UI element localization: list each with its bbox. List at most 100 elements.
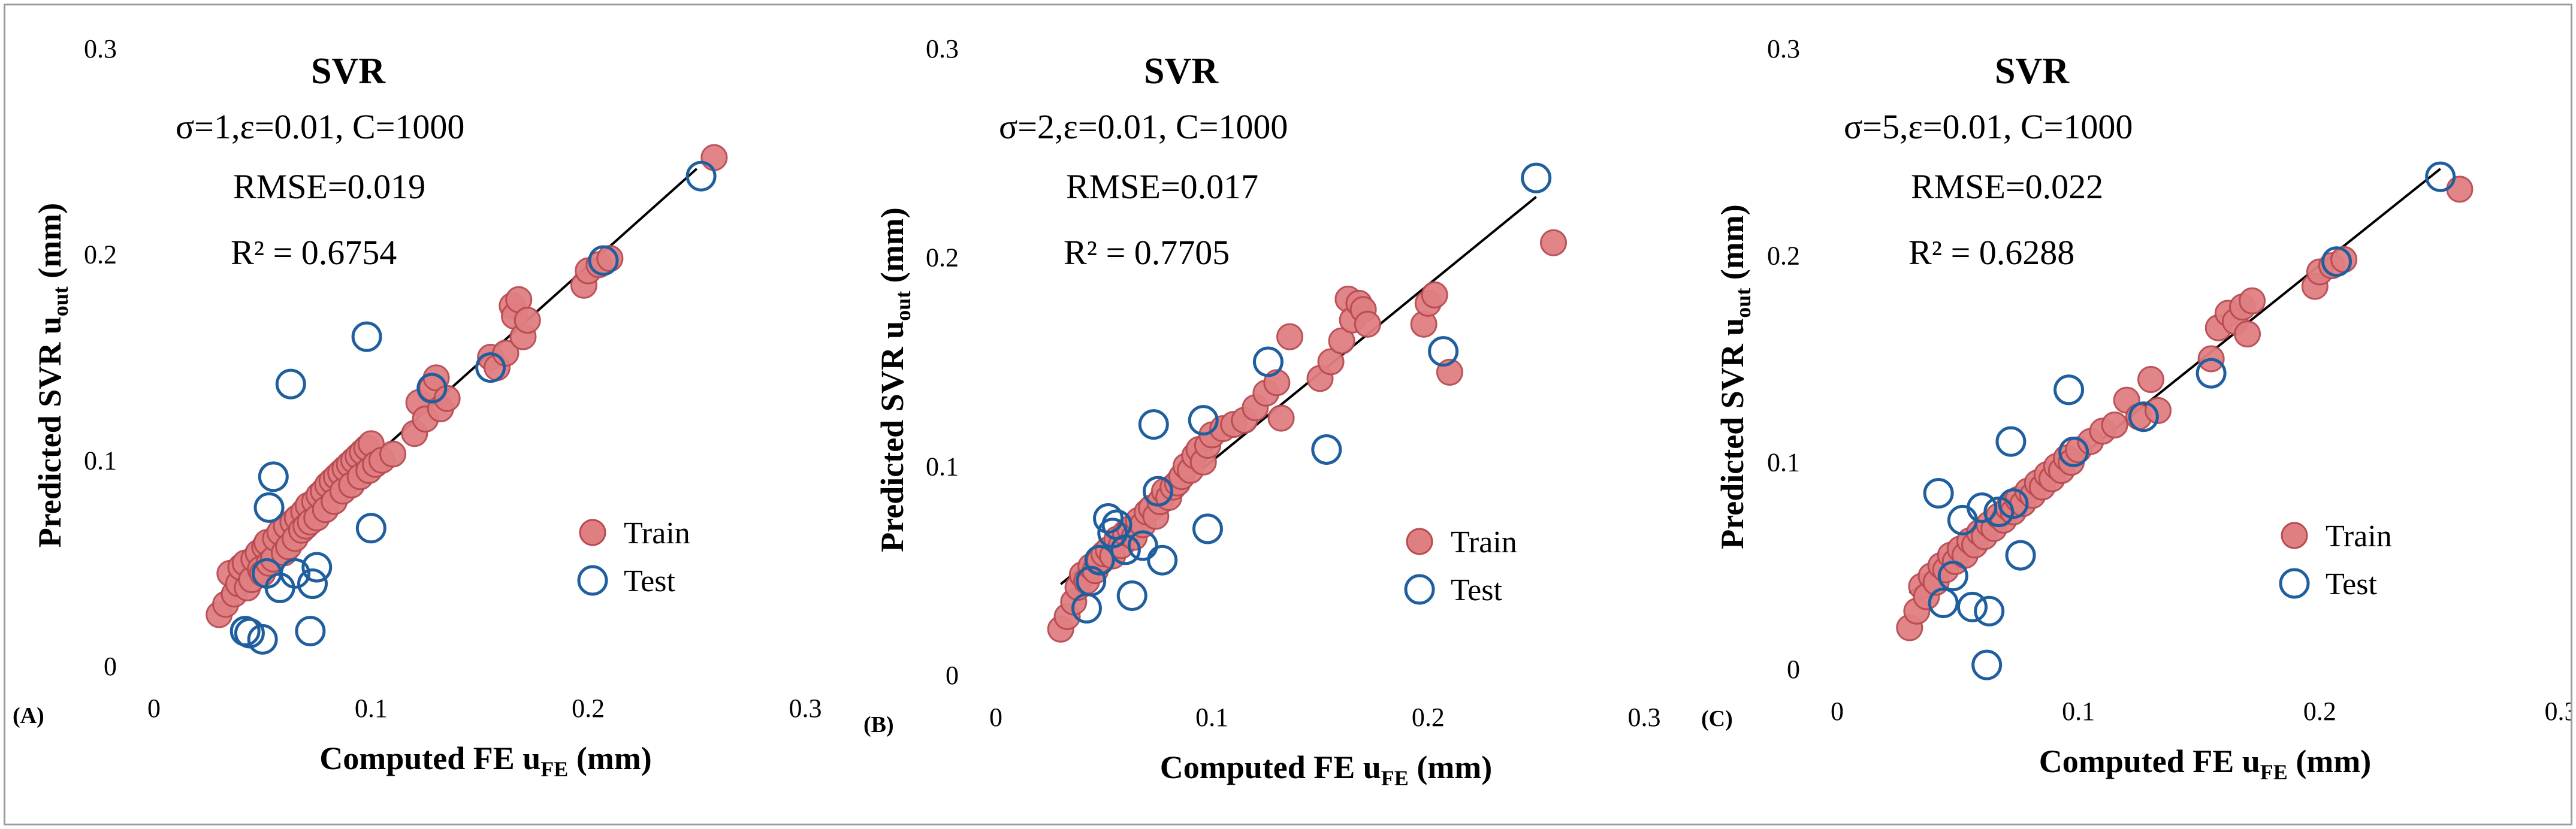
legend-train-label: Train (2326, 519, 2392, 553)
test-point (1998, 488, 2029, 519)
y-axis-label-main: Predicted SVR u (32, 316, 68, 547)
annotation-params: σ=1,ε=0.01, C=1000 (176, 107, 464, 146)
test-point (2058, 436, 2089, 467)
test-point (1521, 162, 1552, 193)
test-point (1143, 476, 1173, 507)
legend-test-label: Test (624, 564, 675, 598)
test-point (1147, 544, 1178, 576)
legend-test-marker (1404, 574, 1435, 605)
panel-label: (C) (1701, 706, 1733, 731)
test-point (1928, 587, 1959, 618)
test-point (416, 373, 448, 404)
train-point (1317, 348, 1345, 376)
test-point (1110, 534, 1141, 565)
test-point (2053, 374, 2085, 406)
train-point (1276, 323, 1304, 350)
train-point (514, 307, 541, 334)
y-axis-label: Predicted SVR uout (mm) (1714, 204, 1755, 549)
x-tick-label: 0.2 (572, 694, 605, 723)
panel-1 (1047, 162, 1568, 643)
x-axis-label: Computed FE uFE (mm) (319, 740, 652, 781)
x-tick-label: 0 (989, 703, 1002, 732)
x-axis-label-unit: (mm) (568, 740, 651, 776)
test-point (1093, 503, 1124, 534)
test-point (1311, 434, 1342, 465)
test-point (1974, 595, 2005, 627)
y-axis-label: Predicted SVR uout (mm) (32, 203, 73, 547)
x-tick-label: 0.3 (789, 694, 822, 723)
y-tick-label: 0.1 (1767, 448, 1800, 477)
test-point (1084, 544, 1115, 576)
test-point (355, 513, 386, 544)
test-point (253, 492, 285, 523)
legend-test-marker (577, 565, 608, 596)
y-tick-label: 0.3 (84, 34, 117, 63)
test-point (1188, 405, 1219, 436)
train-point (2101, 412, 2128, 439)
train-point (2446, 176, 2474, 203)
test-point (1923, 477, 1954, 509)
test-point (1967, 492, 1998, 524)
test-point (685, 161, 717, 192)
legend-test-label: Test (1451, 573, 1502, 607)
test-point (258, 461, 289, 492)
train-point (1540, 229, 1568, 256)
legend-train-marker (579, 519, 606, 546)
y-axis-label-sub: out (891, 291, 915, 321)
legend-train-label: Train (1451, 525, 1517, 559)
test-point (1983, 497, 2015, 528)
test-point (2196, 358, 2227, 389)
train-point (379, 440, 407, 468)
test-point (2321, 246, 2352, 277)
y-axis-label-sub: out (49, 286, 73, 316)
annotation-params: σ=5,ε=0.01, C=1000 (1844, 107, 2133, 146)
figure-frame: 0 0.1 0.2 0.3 0 0.1 0.2 0.3 Computed FE uFE (mm)… (4, 4, 2572, 825)
train-point (1421, 281, 1448, 308)
train-point (1354, 310, 1381, 338)
test-point (1116, 580, 1147, 612)
test-point (475, 352, 506, 383)
test-point (280, 558, 311, 589)
test-point (1192, 513, 1223, 544)
y-axis-label-main: Predicted SVR u (874, 321, 910, 552)
x-axis-label-main: Computed FE u (1160, 749, 1381, 785)
x-tick-label: 0.1 (1195, 703, 1228, 732)
annotation-title: SVR (1144, 51, 1219, 92)
train-point (1328, 327, 1355, 355)
x-axis-label-main: Computed FE u (319, 740, 540, 776)
panel-2 (1896, 161, 2474, 680)
annotation-rmse: RMSE=0.019 (233, 167, 425, 206)
y-tick-label: 0.2 (84, 240, 117, 270)
x-axis-label-sub: FE (540, 757, 568, 781)
y-tick-label: 0.3 (1767, 34, 1800, 63)
legend-test-label: Test (2326, 567, 2377, 601)
test-point (1428, 336, 1459, 367)
x-axis-label-unit: (mm) (2288, 743, 2371, 779)
annotation-rmse: RMSE=0.017 (1066, 167, 1258, 206)
y-tick-label: 0.1 (84, 446, 117, 475)
test-point (301, 552, 333, 583)
test-point (588, 245, 619, 276)
annotation-title: SVR (1995, 51, 2070, 92)
test-point (2005, 540, 2036, 571)
test-point (297, 568, 328, 600)
y-tick-label: 0 (104, 652, 117, 681)
legend-train-marker (1406, 528, 1433, 555)
x-axis-label-unit: (mm) (1409, 749, 1492, 785)
y-tick-label: 0 (1787, 655, 1800, 684)
x-tick-label: 0 (147, 694, 161, 723)
annotation-title: SVR (311, 51, 386, 92)
x-tick-label: 0.1 (2062, 697, 2095, 726)
train-point (1267, 404, 1295, 432)
train-point (700, 144, 728, 171)
annotation-r2: R² = 0.6288 (1908, 233, 2074, 272)
legend-train-marker (2281, 522, 2308, 549)
x-axis-label: Computed FE uFE (mm) (1160, 749, 1493, 790)
annotation-r2: R² = 0.6754 (231, 233, 397, 272)
x-axis-label: Computed FE uFE (mm) (2039, 743, 2372, 784)
train-point (2234, 320, 2261, 348)
y-tick-label: 0.3 (926, 34, 959, 63)
test-point (1138, 409, 1169, 440)
x-tick-label: 0 (1831, 697, 1844, 726)
